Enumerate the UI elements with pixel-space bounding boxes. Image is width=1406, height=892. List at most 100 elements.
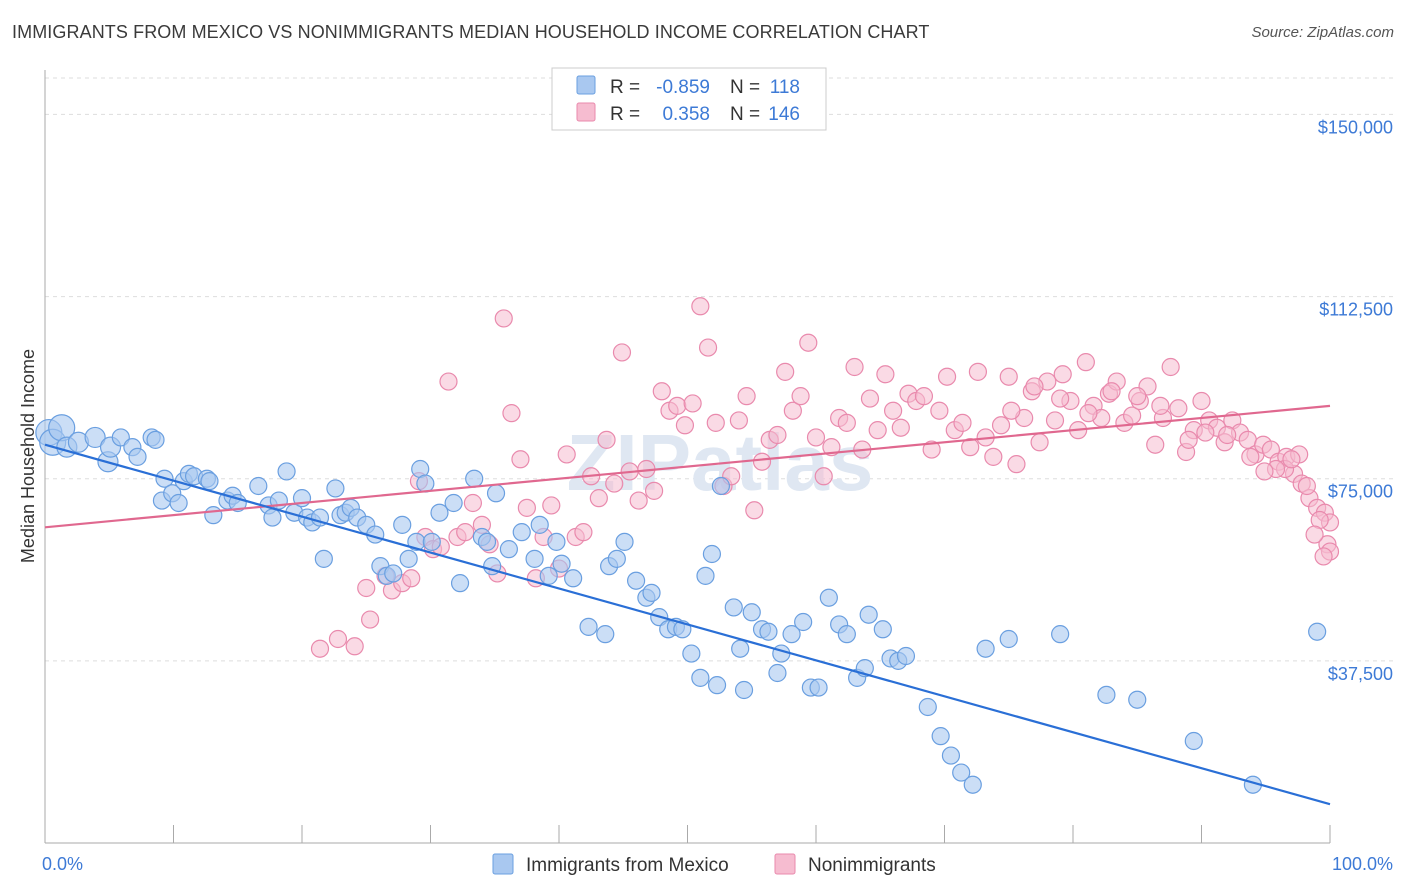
immigrants-point-109 xyxy=(918,697,937,717)
x-tick-label-1: 100.0% xyxy=(1332,854,1393,874)
immigrants-point-117 xyxy=(1097,685,1116,704)
immigrants-point-72 xyxy=(607,549,626,568)
nonimmigrants-point-86 xyxy=(1007,455,1026,474)
nonimmigrants-point-37 xyxy=(629,491,648,510)
immigrants-point-119 xyxy=(1184,731,1203,751)
trend-line-nonimmigrants xyxy=(44,404,1331,529)
nonimmigrants-point-77 xyxy=(937,367,957,386)
nonimmigrants-point-91 xyxy=(1045,411,1065,430)
nonimmigrants-point-55 xyxy=(768,425,787,445)
nonimmigrants-point-51 xyxy=(737,387,756,406)
immigrants-point-121 xyxy=(1308,622,1327,641)
nonimmigrants-point-50 xyxy=(729,411,749,430)
series-legend: Immigrants from Mexico Nonimmigrants xyxy=(492,853,936,876)
nonimmigrants-point-34 xyxy=(605,474,624,493)
y-axis-label: Median Household Income xyxy=(18,349,38,563)
nonimmigrants-point-104 xyxy=(1146,435,1165,454)
nonimmigrants-point-53 xyxy=(752,452,772,471)
nonimmigrants-point-106 xyxy=(1161,357,1180,377)
nonimmigrants-point-28 xyxy=(557,445,576,464)
nonimmigrants-point-147 xyxy=(1051,389,1070,408)
nonimmigrants-point-47 xyxy=(706,413,725,432)
immigrants-point-22 xyxy=(204,506,223,525)
nonimmigrants-point-139 xyxy=(1241,447,1260,466)
nonimmigrants-point-79 xyxy=(953,413,972,432)
legend-r-label-2: R = xyxy=(610,104,640,125)
immigrants-point-66 xyxy=(547,532,566,551)
nonimmigrants-point-68 xyxy=(868,421,887,440)
nonimmigrants-point-1 xyxy=(328,629,348,649)
nonimmigrants-point-3 xyxy=(357,578,376,598)
immigrants-point-115 xyxy=(999,629,1018,649)
nonimmigrants-point-64 xyxy=(837,413,856,432)
immigrants-point-26 xyxy=(249,476,268,496)
nonimmigrants-point-61 xyxy=(814,467,833,486)
nonimmigrants-point-57 xyxy=(783,401,802,420)
nonimmigrants-point-76 xyxy=(930,401,949,420)
immigrants-point-68 xyxy=(564,569,583,588)
nonimmigrants-point-95 xyxy=(1076,353,1095,372)
immigrants-point-108 xyxy=(896,646,916,666)
legend-n-value-2: 146 xyxy=(768,104,800,125)
legend-r-label-1: R = xyxy=(610,77,640,98)
nonimmigrants-point-35 xyxy=(612,343,632,362)
nonimmigrants-point-83 xyxy=(984,447,1003,466)
immigrants-point-58 xyxy=(477,532,497,551)
nonimmigrants-point-145 xyxy=(1102,382,1121,401)
nonimmigrants-point-4 xyxy=(361,610,380,629)
immigrants-point-61 xyxy=(499,540,518,559)
immigrants-point-54 xyxy=(444,493,463,513)
immigrants-point-90 xyxy=(742,603,761,622)
nonimmigrants-point-43 xyxy=(675,416,695,435)
legend-r-value-1: -0.859 xyxy=(656,77,710,98)
immigrants-point-94 xyxy=(772,644,791,663)
nonimmigrants-point-22 xyxy=(511,450,530,469)
nonimmigrants-point-56 xyxy=(776,362,795,381)
legend-r-value-2: 0.358 xyxy=(662,104,710,125)
nonimmigrants-point-136 xyxy=(1314,547,1333,566)
nonimmigrants-point-80 xyxy=(961,438,980,457)
immigrants-point-87 xyxy=(724,598,743,617)
y-tick-label-3: $150,000 xyxy=(1318,117,1393,137)
nonimmigrants-point-39 xyxy=(644,481,664,500)
bottom-legend-swatch-pink xyxy=(774,853,796,875)
y-tick-label-0: $37,500 xyxy=(1328,664,1393,684)
axes xyxy=(44,70,1331,844)
immigrants-point-46 xyxy=(384,564,403,583)
immigrants-point-37 xyxy=(326,479,345,498)
legend-n-value-1: 118 xyxy=(770,77,800,98)
immigrants-point-81 xyxy=(682,644,701,663)
y-tick-labels: $37,500 $75,000 $112,500 $150,000 xyxy=(1318,117,1393,683)
x-tick-label-0: 0.0% xyxy=(42,854,83,874)
immigrants-point-65 xyxy=(539,566,558,585)
nonimmigrants-point-59 xyxy=(799,333,818,352)
immigrants-point-110 xyxy=(931,727,950,746)
nonimmigrants-point-58 xyxy=(791,387,810,406)
nonimmigrants-point-144 xyxy=(1128,387,1147,406)
nonimmigrants-point-81 xyxy=(968,362,988,381)
immigrants-point-36 xyxy=(314,549,333,568)
immigrants-point-74 xyxy=(626,571,646,590)
nonimmigrants-point-137 xyxy=(1305,525,1324,544)
bottom-legend-label-nonimmigrants: Nonimmigrants xyxy=(808,855,936,876)
nonimmigrants-point-130 xyxy=(1255,462,1274,481)
correlation-legend: R = -0.859 N = 118 R = 0.358 N = 146 xyxy=(551,67,827,131)
immigrants-point-52 xyxy=(422,532,441,551)
nonimmigrants-point-140 xyxy=(1218,425,1237,445)
nonimmigrants-point-92 xyxy=(1053,365,1072,384)
bottom-legend-label-immigrants: Immigrants from Mexico xyxy=(526,855,729,876)
nonimmigrants-point-0 xyxy=(310,639,330,658)
y-tick-label-2: $112,500 xyxy=(1319,300,1393,320)
nonimmigrants-point-141 xyxy=(1196,423,1215,442)
nonimmigrants-point-107 xyxy=(1169,399,1188,418)
nonimmigrants-point-69 xyxy=(876,365,895,384)
nonimmigrants-point-74 xyxy=(914,387,934,406)
immigrants-point-85 xyxy=(707,676,727,695)
immigrants-point-56 xyxy=(465,469,484,488)
nonimmigrants-point-67 xyxy=(860,389,880,408)
nonimmigrants-point-45 xyxy=(691,297,710,316)
nonimmigrants-point-20 xyxy=(494,309,513,328)
nonimmigrants-point-132 xyxy=(1297,476,1316,496)
legend-n-label-2: N = xyxy=(730,104,760,125)
trend-lines xyxy=(44,404,1331,806)
